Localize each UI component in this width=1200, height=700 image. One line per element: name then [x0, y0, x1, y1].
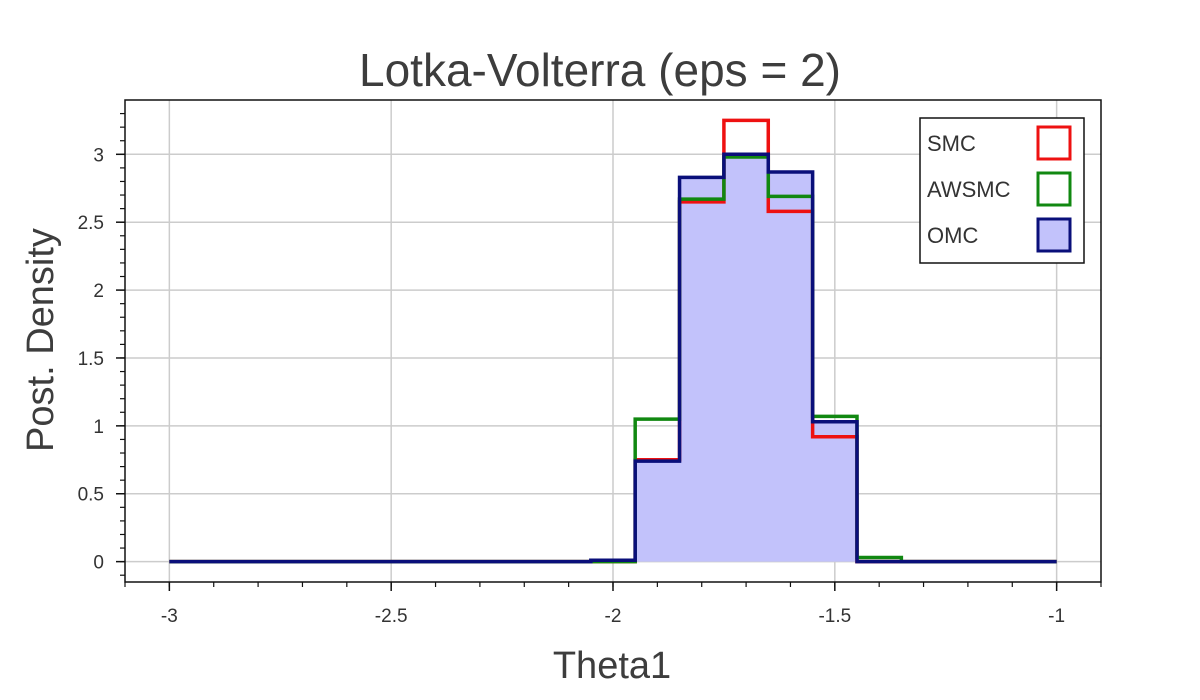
series-omc-fill — [169, 154, 1057, 562]
legend-swatch-omc — [1036, 217, 1072, 253]
plot-series — [169, 118, 1057, 564]
chart-title: Lotka-Volterra (eps = 2) — [359, 44, 841, 96]
y-tick-label: 0.5 — [78, 485, 104, 506]
y-axis-title: Post. Density — [20, 228, 62, 452]
y-tick-label: 1.5 — [78, 349, 104, 370]
y-tick-label: 1 — [93, 417, 104, 438]
x-tick-label: -3 — [161, 606, 178, 627]
y-tick-label: 2.5 — [78, 213, 104, 234]
x-tick-label: -1.5 — [818, 606, 851, 627]
x-tick-label: -2 — [605, 606, 622, 627]
x-tick-label: -1 — [1048, 606, 1065, 627]
x-axis-title: Theta1 — [553, 645, 671, 687]
legend: SMC AWSMC OMC — [919, 117, 1085, 264]
x-tick-label: -2.5 — [375, 606, 408, 627]
axes: -3 -2.5 -2 -1.5 -1 0 0.5 1 1.5 2 2.5 3 — [78, 99, 1102, 627]
legend-label-omc: OMC — [927, 223, 978, 248]
legend-swatch-smc — [1036, 125, 1072, 161]
legend-swatch-awsmc — [1036, 171, 1072, 207]
legend-label-smc: SMC — [927, 131, 976, 156]
y-tick-label: 0 — [93, 553, 104, 574]
y-tick-label: 2 — [93, 281, 104, 302]
legend-label-awsmc: AWSMC — [927, 177, 1011, 202]
series-omc-line — [169, 152, 1057, 564]
y-tick-label: 3 — [93, 145, 104, 166]
